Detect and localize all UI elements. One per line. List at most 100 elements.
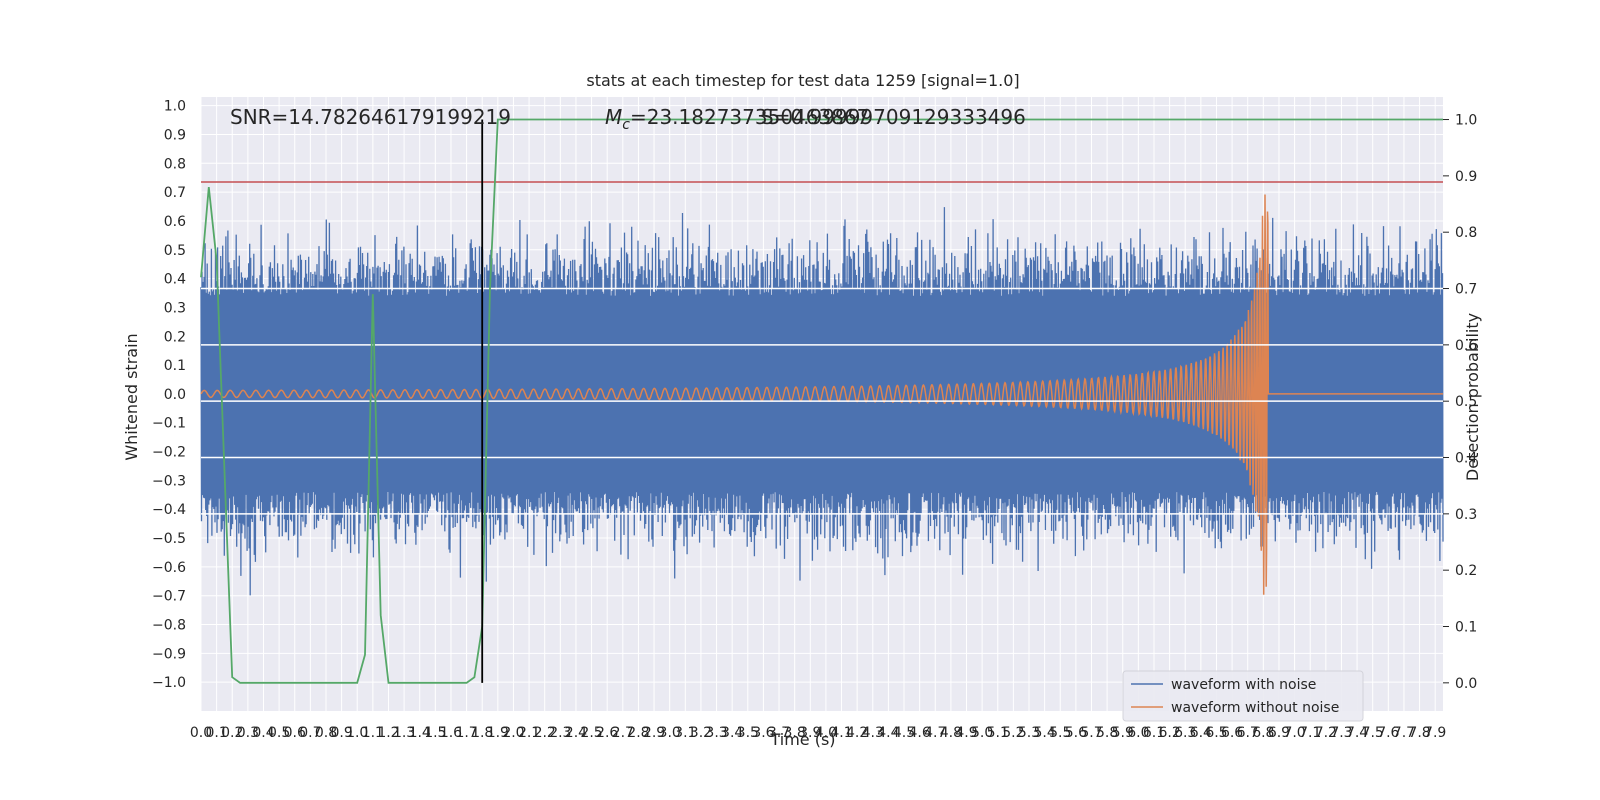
x-tick-label: 0.1 [205, 725, 227, 741]
x-tick-label: 6.8 [1252, 725, 1274, 741]
x-tick-label: 6.0 [1127, 725, 1149, 741]
y-right-tick-label: 0.9 [1455, 169, 1477, 185]
x-tick-label: 4.2 [846, 725, 868, 741]
y-tick-label: 0.0 [164, 387, 186, 403]
waveform-without-noise-line [200, 194, 1443, 595]
y-tick-label: −0.7 [152, 589, 186, 605]
x-tick-label: 6.9 [1268, 725, 1290, 741]
y-tick-label: 0.4 [164, 272, 186, 288]
x-tick-label: 2.6 [596, 725, 618, 741]
y-axis-right: 1.0 0.9 0.8 0.7 0.6 0.5 0.4 0.3 0.2 0.1 0.0 [1443, 113, 1477, 692]
x-tick-label: 0.5 [268, 725, 290, 741]
y-tick-label: −1.0 [152, 675, 186, 691]
x-tick-label: 5.1 [987, 725, 1009, 741]
chirp-mass-subscript: c [622, 117, 630, 133]
x-tick-label: 0.8 [315, 725, 337, 741]
x-tick-label: 3.5 [737, 725, 759, 741]
chart-title: stats at each timestep for test data 125… [586, 71, 1019, 90]
x-tick-label: 5.9 [1112, 725, 1134, 741]
x-axis-label: Time (s) [769, 730, 835, 749]
legend-box [1122, 670, 1364, 722]
y-tick-label: −0.6 [152, 560, 186, 576]
x-tick-label: 0.2 [221, 725, 243, 741]
y-tick-label: 0.2 [164, 329, 186, 345]
y-tick-label: 0.1 [164, 358, 186, 374]
x-tick-label: 6.6 [1221, 725, 1243, 741]
y-right-tick-label: 0.0 [1455, 676, 1477, 692]
x-tick-label: 1.7 [455, 725, 477, 741]
y-tick-label: −0.4 [152, 502, 186, 518]
x-tick-label: 0.3 [237, 725, 259, 741]
x-tick-label: 3.1 [674, 725, 696, 741]
chirp-mass-symbol: M [605, 105, 622, 129]
x-tick-label: 6.7 [1237, 725, 1259, 741]
x-tick-label: 7.1 [1299, 725, 1321, 741]
x-tick-label: 6.1 [1143, 725, 1165, 741]
x-tick-label: 7.5 [1362, 725, 1384, 741]
x-tick-label: 4.3 [862, 725, 884, 741]
x-tick-label: 4.0 [815, 725, 837, 741]
x-tick-label: 3.6 [752, 725, 774, 741]
y-tick-label: 0.8 [164, 156, 186, 172]
x-tick-label: 3.8 [784, 725, 806, 741]
x-tick-label: 3.0 [659, 725, 681, 741]
x-tick-label: 0.9 [330, 725, 352, 741]
x-tick-label: 7.0 [1283, 725, 1305, 741]
x-tick-label: 7.4 [1346, 725, 1368, 741]
x-tick-label: 2.3 [549, 725, 571, 741]
y-tick-label: 1.0 [164, 99, 186, 115]
y-tick-label: −0.9 [152, 646, 186, 662]
x-tick-label: 7.9 [1424, 725, 1446, 741]
x-tick-label: 0.0 [190, 725, 212, 741]
x-tick-label: 0.4 [252, 725, 274, 741]
legend: waveform with noise waveform without noi… [1122, 670, 1364, 722]
y-tick-label: −0.1 [152, 416, 186, 432]
x-tick-label: 6.4 [1190, 725, 1212, 741]
x-tick-label: 2.5 [580, 725, 602, 741]
series-waveform-without-noise [200, 194, 1443, 595]
x-tick-label: 2.9 [643, 725, 665, 741]
x-tick-label: 2.2 [534, 725, 556, 741]
y-right-tick-label: 0.6 [1455, 338, 1477, 354]
x-tick-label: 4.4 [877, 725, 899, 741]
x-tick-label: 5.3 [1018, 725, 1040, 741]
x-tick-label: 3.9 [799, 725, 821, 741]
x-tick-label: 3.2 [690, 725, 712, 741]
x-tick-label: 2.0 [502, 725, 524, 741]
horizontal-lines [201, 181, 1443, 515]
x-tick-label: 1.0 [346, 725, 368, 741]
y-right-tick-label: 0.1 [1455, 620, 1477, 636]
x-tick-label: 1.2 [377, 725, 399, 741]
x-tick-label: 5.4 [1033, 725, 1055, 741]
x-tick-label: 1.3 [393, 725, 415, 741]
y-tick-label: −0.3 [152, 473, 186, 489]
y-tick-label: 0.6 [164, 214, 186, 230]
x-tick-label: 2.7 [612, 725, 634, 741]
snr-annotation: SNR=14.782646179199219 [230, 105, 511, 129]
x-tick-label: 4.5 [893, 725, 915, 741]
y-right-tick-label: 0.8 [1455, 225, 1477, 241]
x-tick-label: 4.9 [955, 725, 977, 741]
legend-label-clean: waveform without noise [1171, 700, 1339, 716]
x-tick-label: 1.9 [487, 725, 509, 741]
x-tick-label: 0.6 [284, 725, 306, 741]
y-tick-label: 0.5 [164, 243, 186, 259]
series-detection-probability [200, 118, 1443, 684]
x-tick-label: 2.4 [565, 725, 587, 741]
x-tick-label: 7.8 [1408, 725, 1430, 741]
x-tick-label: 6.2 [1158, 725, 1180, 741]
x-tick-label: 5.0 [971, 725, 993, 741]
y-right-tick-label: 0.3 [1455, 507, 1477, 523]
detection-probability-line [200, 118, 1443, 684]
x-tick-label: 3.4 [721, 725, 743, 741]
overlap-annotation: S=0.99999709129333496 [761, 105, 1026, 129]
y-right-tick-label: 1.0 [1455, 113, 1477, 129]
x-tick-label: 7.7 [1393, 725, 1415, 741]
y-right-tick-label: 0.4 [1455, 451, 1477, 467]
y-tick-label: −0.2 [152, 445, 186, 461]
x-tick-label: 0.7 [299, 725, 321, 741]
y-tick-label: 0.7 [164, 185, 186, 201]
chirp-mass-annotation: Mc=23.182737350463867 [605, 105, 869, 133]
y-right-tick-label: 0.7 [1455, 282, 1477, 298]
